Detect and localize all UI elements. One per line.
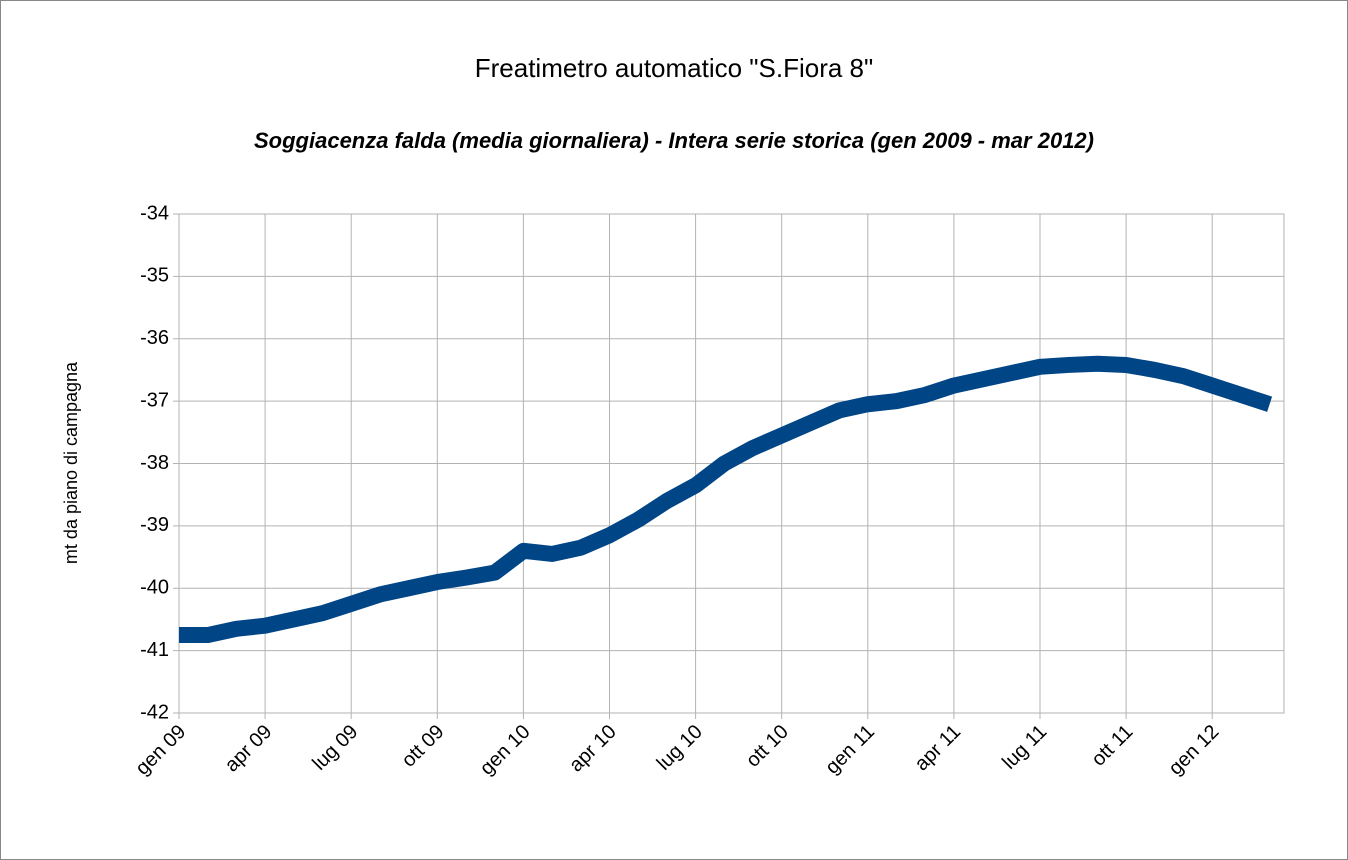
y-tick-label: -35	[140, 265, 169, 287]
y-tick-label: -40	[140, 577, 169, 599]
y-tick-label: -42	[140, 701, 169, 723]
y-tick-label: -36	[140, 327, 169, 349]
y-tick-label: -34	[140, 202, 169, 224]
y-tick-label: -37	[140, 389, 169, 411]
chart-title: Freatimetro automatico "S.Fiora 8"	[475, 53, 874, 83]
y-tick-label: -38	[140, 452, 169, 474]
line	[179, 355, 1273, 644]
y-tick-label: -41	[140, 639, 169, 661]
y-tick-label: -39	[140, 514, 169, 536]
y-axis-label: mt da piano di campagna	[61, 361, 81, 564]
plot-border	[178, 213, 1285, 714]
chart-subtitle: Soggiacenza falda (media giornaliera) - …	[254, 128, 1094, 153]
